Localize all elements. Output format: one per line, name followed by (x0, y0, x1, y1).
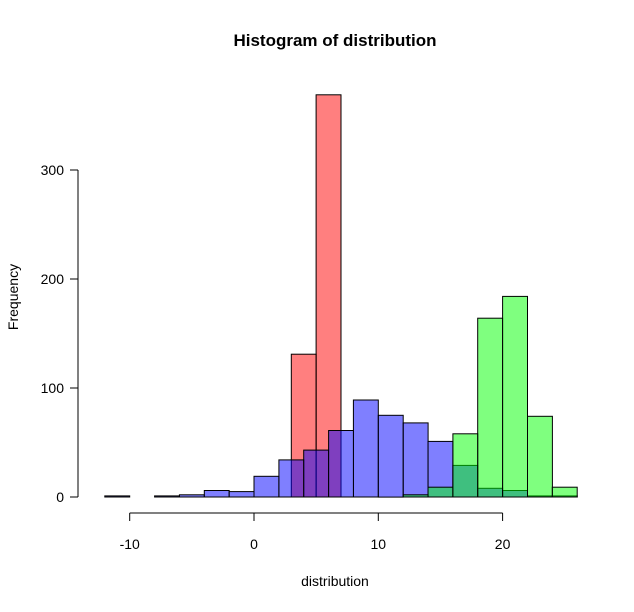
histogram-bar (377, 414, 404, 498)
x-tick-label: 10 (371, 536, 387, 552)
y-axis-label: Frequency (5, 264, 21, 330)
histogram-bar (328, 430, 355, 498)
y-tick-label: 100 (41, 380, 65, 396)
histogram-bar (228, 491, 255, 498)
histogram-bar (352, 399, 379, 498)
histogram-bar (402, 422, 429, 498)
x-axis: -10 0 10 20 (120, 512, 511, 552)
y-axis: 0 100 200 300 (41, 162, 79, 505)
y-tick-label: 0 (56, 489, 64, 505)
histogram-bar (427, 486, 454, 498)
histogram-bar (303, 449, 330, 498)
histogram-bar (402, 494, 429, 498)
histogram-bar (154, 495, 181, 498)
histogram-bar (477, 317, 504, 498)
histogram-bar (278, 459, 305, 498)
chart-title: Histogram of distribution (233, 31, 436, 50)
histogram-bar (551, 486, 578, 498)
histogram-bar (452, 433, 479, 498)
histogram-bar (253, 475, 280, 498)
histogram-bar (104, 495, 131, 498)
y-tick-label: 200 (41, 271, 65, 287)
histogram-bar (502, 295, 529, 498)
y-tick-label: 300 (41, 162, 65, 178)
x-tick-label: 20 (495, 536, 511, 552)
histogram-bars (104, 94, 578, 498)
histogram-bar (527, 415, 553, 498)
histogram-bar (178, 494, 205, 498)
x-tick-label: -10 (120, 536, 140, 552)
x-tick-label: 0 (250, 536, 258, 552)
x-axis-label: distribution (301, 573, 369, 589)
histogram-bar (203, 490, 230, 498)
histogram-bar (315, 94, 342, 498)
